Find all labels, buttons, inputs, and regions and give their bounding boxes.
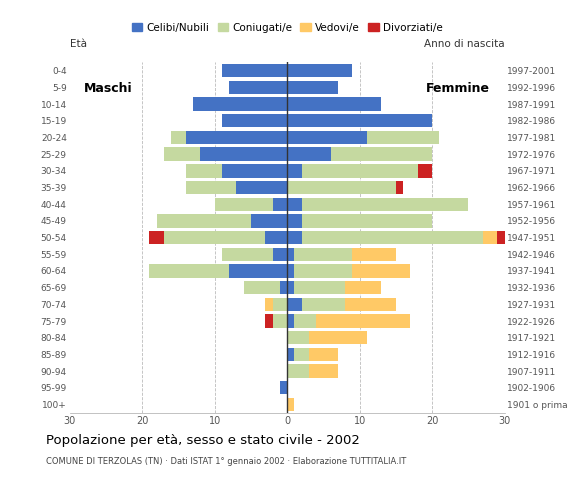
- Bar: [280, 381, 287, 395]
- Bar: [302, 198, 469, 211]
- Bar: [186, 164, 222, 178]
- Bar: [222, 248, 273, 261]
- Bar: [309, 331, 367, 344]
- Bar: [302, 298, 345, 311]
- Bar: [287, 314, 295, 328]
- Text: Femmine: Femmine: [426, 83, 490, 96]
- Bar: [229, 264, 287, 277]
- Bar: [295, 248, 353, 261]
- Bar: [287, 147, 331, 161]
- Bar: [287, 231, 302, 244]
- Text: Età: Età: [70, 39, 86, 49]
- Bar: [229, 81, 287, 94]
- Bar: [273, 314, 287, 328]
- Bar: [215, 198, 273, 211]
- Bar: [266, 231, 287, 244]
- Bar: [353, 248, 396, 261]
- Bar: [287, 331, 309, 344]
- Bar: [287, 214, 302, 228]
- Bar: [171, 131, 186, 144]
- Bar: [309, 348, 338, 361]
- Bar: [295, 281, 345, 294]
- Bar: [345, 281, 382, 294]
- Bar: [287, 114, 432, 128]
- Bar: [309, 364, 338, 378]
- Bar: [287, 97, 382, 111]
- Bar: [273, 298, 287, 311]
- Bar: [418, 164, 432, 178]
- Bar: [302, 214, 432, 228]
- Bar: [396, 181, 403, 194]
- Bar: [164, 147, 200, 161]
- Bar: [244, 281, 280, 294]
- Bar: [498, 231, 505, 244]
- Bar: [316, 314, 411, 328]
- Bar: [280, 281, 287, 294]
- Bar: [345, 298, 396, 311]
- Bar: [222, 164, 287, 178]
- Bar: [331, 147, 432, 161]
- Bar: [237, 181, 287, 194]
- Bar: [186, 181, 237, 194]
- Bar: [200, 147, 287, 161]
- Bar: [295, 314, 316, 328]
- Bar: [287, 64, 353, 77]
- Bar: [302, 164, 418, 178]
- Bar: [295, 348, 309, 361]
- Bar: [287, 398, 295, 411]
- Bar: [287, 348, 295, 361]
- Bar: [251, 214, 287, 228]
- Bar: [287, 364, 309, 378]
- Text: COMUNE DI TERZOLAS (TN) · Dati ISTAT 1° gennaio 2002 · Elaborazione TUTTITALIA.I: COMUNE DI TERZOLAS (TN) · Dati ISTAT 1° …: [46, 457, 407, 466]
- Bar: [193, 97, 287, 111]
- Bar: [295, 264, 353, 277]
- Text: Popolazione per età, sesso e stato civile - 2002: Popolazione per età, sesso e stato civil…: [46, 434, 360, 447]
- Bar: [266, 314, 273, 328]
- Bar: [273, 248, 287, 261]
- Bar: [150, 231, 164, 244]
- Text: Anno di nascita: Anno di nascita: [424, 39, 505, 49]
- Bar: [157, 214, 251, 228]
- Bar: [150, 264, 229, 277]
- Bar: [164, 231, 266, 244]
- Bar: [287, 248, 295, 261]
- Bar: [353, 264, 411, 277]
- Bar: [287, 198, 302, 211]
- Bar: [287, 81, 338, 94]
- Bar: [222, 64, 287, 77]
- Bar: [367, 131, 440, 144]
- Bar: [266, 298, 273, 311]
- Bar: [287, 264, 295, 277]
- Bar: [222, 114, 287, 128]
- Bar: [483, 231, 498, 244]
- Legend: Celibi/Nubili, Coniugati/e, Vedovi/e, Divorziati/e: Celibi/Nubili, Coniugati/e, Vedovi/e, Di…: [128, 19, 447, 37]
- Bar: [287, 181, 396, 194]
- Bar: [287, 131, 367, 144]
- Bar: [287, 298, 302, 311]
- Bar: [287, 281, 295, 294]
- Bar: [302, 231, 483, 244]
- Bar: [186, 131, 287, 144]
- Bar: [273, 198, 287, 211]
- Bar: [287, 164, 302, 178]
- Text: Maschi: Maschi: [84, 83, 133, 96]
